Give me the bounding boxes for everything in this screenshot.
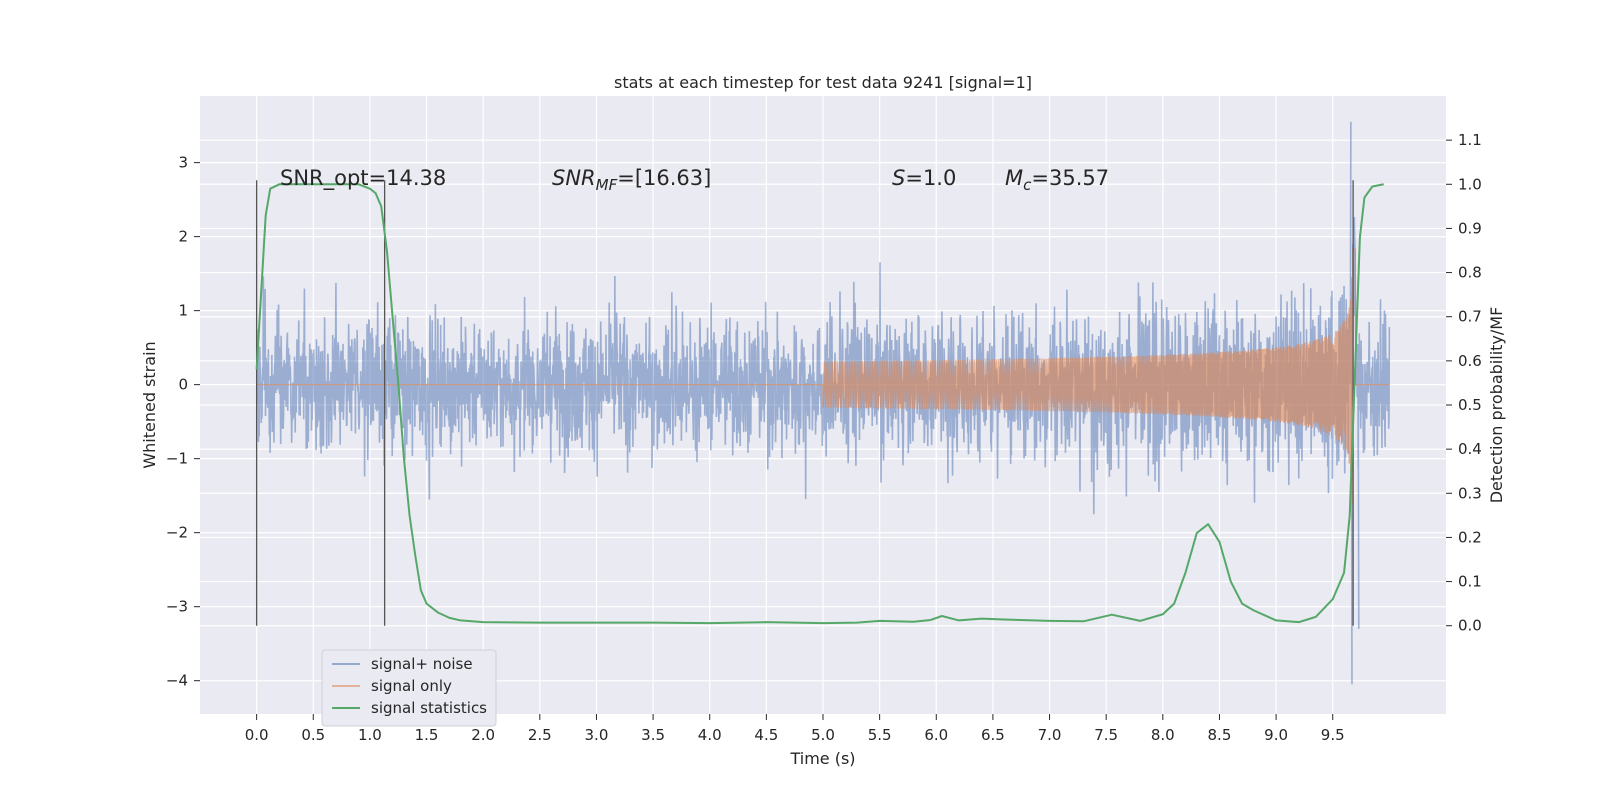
tick-labels: 0.0 0.5 1.0 1.5 2.0 2.5 3.0 3.5 4.0 4.5 5.0 5.5 6.0 6… (166, 131, 1482, 744)
legend-label-signal-only: signal only (371, 677, 452, 695)
y-axis-left-label: Whitened strain (140, 341, 159, 468)
series-signal-only (256, 248, 1390, 504)
series-signal-statistics (255, 183, 1384, 625)
y-left-tick-label: −2 (166, 524, 188, 542)
x-axis-label: Time (s) (789, 749, 855, 768)
y-right-tick-label: 0.5 (1458, 396, 1482, 414)
annotations: SNR_opt=14.38 SNRMF=[16.63] S=1.0 Mc=35.… (280, 166, 1109, 194)
y-right-tick-label: 0.9 (1458, 219, 1482, 237)
y-left-tick-label: 3 (178, 154, 188, 172)
y-left-tick-label: 0 (178, 376, 188, 394)
series-signal-noise (255, 121, 1391, 685)
x-tick-label: 9.5 (1321, 726, 1345, 744)
annotation-snr-mf-value: =[16.63] (617, 166, 711, 190)
y-right-tick-label: 1.1 (1458, 131, 1482, 149)
x-tick-label: 3.0 (585, 726, 609, 744)
y-left-tick-label: −3 (166, 598, 188, 616)
x-tick-label: 6.0 (924, 726, 948, 744)
legend-label-signal-noise: signal+ noise (371, 655, 473, 673)
y-right-tick-label: 0.6 (1458, 352, 1482, 370)
chart-title: stats at each timestep for test data 924… (614, 73, 1032, 92)
x-tick-label: 0.0 (245, 726, 269, 744)
legend-box (321, 649, 497, 727)
y-left-tick-label: −4 (166, 672, 188, 690)
signal-only-line (256, 248, 1390, 504)
x-tick-label: 2.0 (471, 726, 495, 744)
annotation-s-main: S (892, 166, 905, 190)
x-tick-label: 3.5 (641, 726, 665, 744)
annotation-s-value: =1.0 (905, 166, 956, 190)
x-tick-label: 1.5 (415, 726, 439, 744)
x-tick-label: 6.5 (981, 726, 1005, 744)
y-right-tick-label: 0.1 (1458, 573, 1482, 591)
annotation-s: S=1.0 (892, 166, 956, 190)
annotation-mc: Mc=35.57 (1005, 166, 1109, 194)
annotation-snr-mf: SNRMF=[16.63] (552, 166, 711, 194)
y-left-tick-label: 1 (178, 302, 188, 320)
x-tick-label: 8.0 (1151, 726, 1175, 744)
legend: signal+ noise signal only signal statist… (321, 649, 497, 727)
y-right-tick-label: 0.7 (1458, 308, 1482, 326)
x-tick-label: 2.5 (528, 726, 552, 744)
y-axis-right-label: Detection probability/MF (1487, 307, 1506, 504)
x-tick-label: 5.0 (811, 726, 835, 744)
y-right-tick-label: 0.8 (1458, 264, 1482, 282)
annotation-snr-mf-sub: MF (596, 176, 618, 194)
y-right-tick-label: 0.2 (1458, 528, 1482, 546)
annotation-mc-main: M (1005, 166, 1023, 190)
y-right-tick-label: 1.0 (1458, 175, 1482, 193)
signal-noise-line (255, 121, 1391, 685)
x-tick-label: 7.0 (1038, 726, 1062, 744)
x-tick-label: 0.5 (301, 726, 325, 744)
x-tick-label: 8.5 (1208, 726, 1232, 744)
annotation-snr-opt: SNR_opt=14.38 (280, 166, 446, 191)
legend-label-signal-statistics: signal statistics (371, 699, 487, 717)
annotation-snr-mf-main: SNR (552, 166, 596, 190)
y-left-tick-label: −1 (166, 450, 188, 468)
signal-statistics-line (255, 183, 1384, 625)
x-tick-label: 9.0 (1264, 726, 1288, 744)
x-tick-label: 1.0 (358, 726, 382, 744)
x-tick-label: 4.0 (698, 726, 722, 744)
annotation-mc-sub: c (1023, 176, 1032, 194)
x-tick-label: 5.5 (868, 726, 892, 744)
y-right-tick-label: 0.4 (1458, 440, 1482, 458)
y-right-tick-label: 0.3 (1458, 484, 1482, 502)
x-tick-label: 4.5 (754, 726, 778, 744)
y-right-tick-label: 0.0 (1458, 617, 1482, 635)
x-tick-label: 7.5 (1094, 726, 1118, 744)
y-left-tick-label: 2 (178, 228, 188, 246)
annotation-mc-value: =35.57 (1031, 166, 1109, 190)
